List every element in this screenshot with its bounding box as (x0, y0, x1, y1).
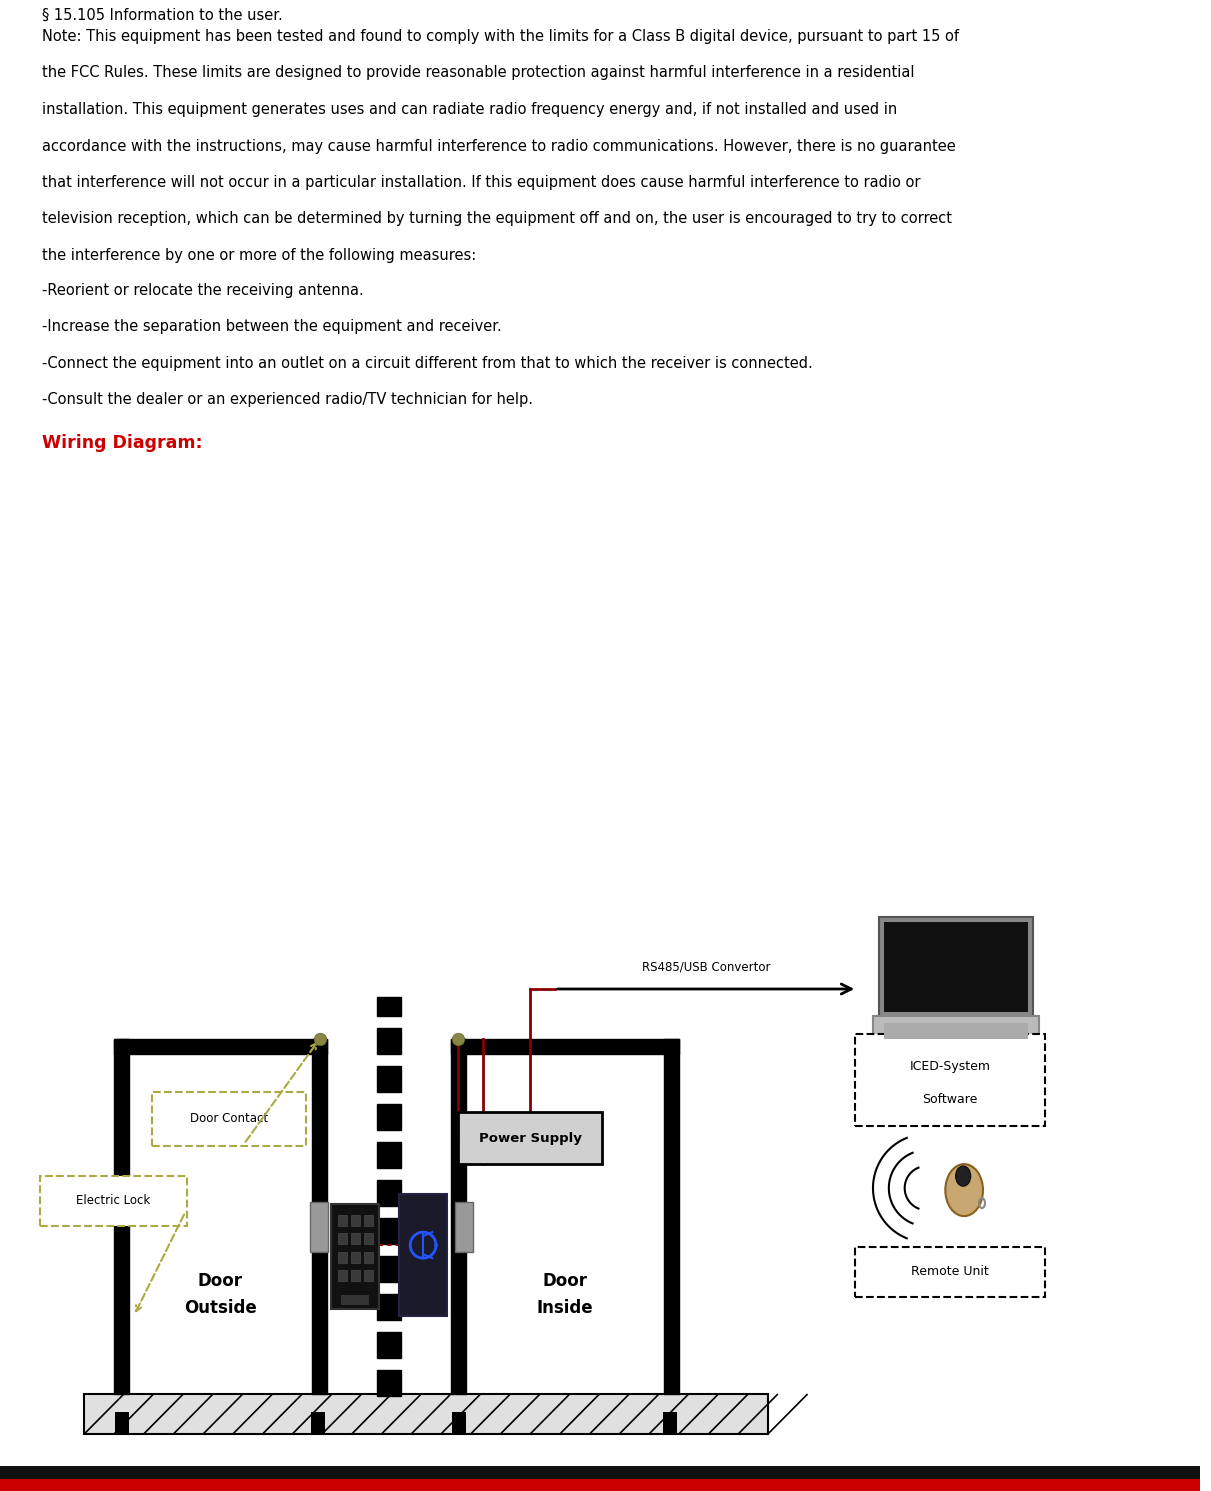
Text: RS485/USB Convertor: RS485/USB Convertor (642, 962, 770, 974)
Bar (338, 1233, 346, 1245)
Bar (338, 1215, 346, 1226)
Bar (884, 1023, 1028, 1039)
Bar (363, 1252, 373, 1263)
Bar (400, 1194, 447, 1317)
Bar (377, 1331, 401, 1358)
Bar (351, 1233, 360, 1245)
Bar (340, 1294, 368, 1305)
Bar (879, 917, 1033, 1017)
Bar (0, 1479, 1200, 1491)
Ellipse shape (955, 1166, 970, 1187)
Text: -Reorient or relocate the receiving antenna.: -Reorient or relocate the receiving ante… (41, 282, 363, 298)
Bar (351, 1252, 360, 1263)
Bar (114, 1039, 128, 1394)
Bar (331, 1203, 379, 1309)
Text: that interference will not occur in a particular installation. If this equipment: that interference will not occur in a pa… (41, 174, 920, 189)
Bar (0, 1466, 1200, 1491)
Text: § 15.105 Information to the user.: § 15.105 Information to the user. (41, 7, 282, 22)
Bar (455, 1202, 472, 1252)
Text: the FCC Rules. These limits are designed to provide reasonable protection agains: the FCC Rules. These limits are designed… (41, 66, 914, 81)
Text: Door Contact: Door Contact (190, 1112, 268, 1126)
Text: -Consult the dealer or an experienced radio/TV technician for help.: -Consult the dealer or an experienced ra… (41, 392, 533, 407)
Bar (351, 1270, 360, 1281)
Text: -Connect the equipment into an outlet on a circuit different from that to which : -Connect the equipment into an outlet on… (41, 355, 813, 370)
Bar (363, 1270, 373, 1281)
Bar (312, 1039, 327, 1394)
Text: Power Supply: Power Supply (478, 1132, 581, 1145)
FancyBboxPatch shape (40, 1175, 188, 1226)
Bar (377, 1142, 401, 1167)
Bar (377, 1027, 401, 1054)
Ellipse shape (946, 1164, 983, 1217)
Bar (377, 1179, 401, 1206)
Bar (363, 1215, 373, 1226)
Bar (310, 1202, 328, 1252)
Text: Software: Software (923, 1093, 978, 1106)
Text: Door
Outside: Door Outside (184, 1272, 257, 1317)
Bar (377, 1218, 401, 1243)
FancyBboxPatch shape (151, 1091, 306, 1147)
Bar (377, 1103, 401, 1130)
Text: -Increase the separation between the equipment and receiver.: -Increase the separation between the equ… (41, 319, 501, 334)
Bar (311, 1412, 325, 1434)
Bar (351, 1215, 360, 1226)
Bar (114, 1039, 327, 1054)
FancyBboxPatch shape (855, 1246, 1045, 1297)
Bar (458, 1112, 602, 1164)
Text: accordance with the instructions, may cause harmful interference to radio commun: accordance with the instructions, may ca… (41, 139, 955, 154)
Text: television reception, which can be determined by turning the equipment off and o: television reception, which can be deter… (41, 212, 952, 227)
Bar (664, 1039, 678, 1394)
Bar (452, 1412, 466, 1434)
Bar (662, 1412, 677, 1434)
Bar (377, 1370, 401, 1396)
FancyBboxPatch shape (855, 1033, 1045, 1126)
Bar (377, 1255, 401, 1282)
Bar (450, 1039, 678, 1054)
Bar (115, 1412, 128, 1434)
Text: Note: This equipment has been tested and found to comply with the limits for a C: Note: This equipment has been tested and… (41, 28, 959, 45)
Text: the interference by one or more of the following measures:: the interference by one or more of the f… (41, 248, 476, 262)
Bar (377, 997, 401, 1015)
FancyBboxPatch shape (873, 1015, 1039, 1047)
Text: Wiring Diagram:: Wiring Diagram: (41, 434, 202, 452)
Text: installation. This equipment generates uses and can radiate radio frequency ener: installation. This equipment generates u… (41, 101, 897, 116)
Bar (85, 1394, 768, 1434)
Bar (338, 1252, 346, 1263)
Text: Door
Inside: Door Inside (536, 1272, 593, 1317)
Bar (884, 921, 1028, 1012)
Bar (338, 1270, 346, 1281)
Text: ICED-System: ICED-System (909, 1060, 991, 1074)
Bar (377, 1066, 401, 1091)
Text: Remote Unit: Remote Unit (912, 1264, 989, 1278)
Text: Electric Lock: Electric Lock (76, 1194, 150, 1208)
Bar (377, 1294, 401, 1320)
Bar (450, 1039, 466, 1394)
Bar (363, 1233, 373, 1245)
